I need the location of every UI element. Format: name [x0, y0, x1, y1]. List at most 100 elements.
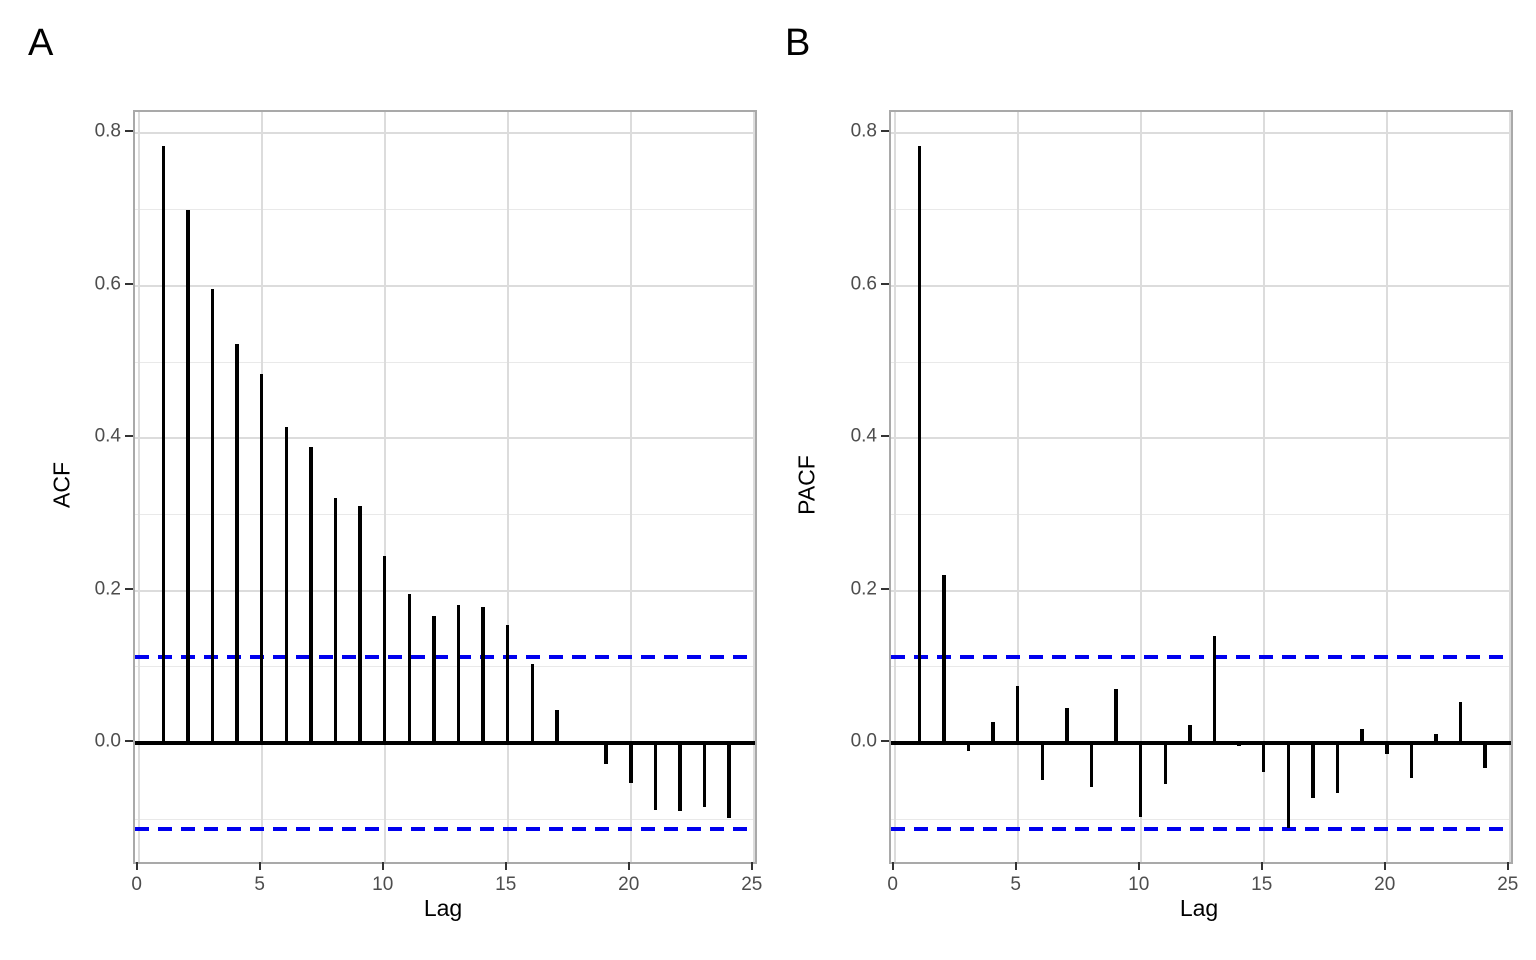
y-tick-label: 0.8 [94, 120, 121, 142]
acf-bar [456, 605, 461, 744]
x-tick-label: 25 [741, 874, 763, 895]
pacf-bar [942, 575, 946, 744]
major-gridline-vertical [506, 112, 509, 862]
x-axis-title-acf: Lag [423, 895, 463, 921]
acf-bar [210, 288, 215, 744]
x-tick-label: 5 [1010, 874, 1021, 895]
pacf-bar [1065, 708, 1069, 744]
major-gridline [891, 589, 1511, 592]
x-tick-label: 0 [887, 874, 898, 895]
major-gridline-vertical [1016, 112, 1019, 862]
acf-bar [382, 555, 387, 744]
acf-bar [186, 210, 190, 744]
y-tick-mark [881, 740, 889, 743]
x-tick-label: 20 [618, 874, 640, 895]
pacf-bar [1237, 743, 1241, 747]
pacf-bar [1286, 743, 1291, 829]
acf-bar [530, 663, 535, 744]
major-gridline [891, 742, 1511, 745]
pacf-bar [1163, 743, 1168, 785]
pacf-plot-area [889, 110, 1513, 864]
pacf-bar [966, 743, 971, 752]
acf-bar [333, 497, 338, 744]
major-gridline-vertical [1385, 112, 1388, 862]
zero-line [135, 741, 755, 746]
y-tick-mark [881, 435, 889, 438]
acf-bar [702, 743, 707, 808]
y-tick-label: 0.2 [94, 578, 121, 600]
major-gridline-vertical [383, 112, 386, 862]
x-tick-mark [1506, 862, 1509, 870]
pacf-bar [1385, 743, 1389, 754]
minor-gridline [135, 361, 755, 363]
pacf-bar [1311, 743, 1315, 798]
x-tick-label: 0 [131, 874, 142, 895]
major-gridline-vertical [1262, 112, 1265, 862]
y-tick-mark [125, 130, 133, 133]
y-tick-label: 0.8 [850, 120, 877, 142]
y-tick-mark [881, 587, 889, 590]
major-gridline-vertical [893, 112, 896, 862]
confidence-dashed-line [891, 827, 1511, 832]
confidence-dashed-line [135, 654, 755, 659]
acf-bar [432, 615, 436, 744]
minor-gridline [135, 818, 755, 820]
x-tick-mark [891, 862, 894, 870]
pacf-bar [1138, 743, 1143, 818]
pacf-bar [1360, 728, 1364, 744]
acf-bar [505, 624, 510, 744]
x-tick-mark [1383, 862, 1386, 870]
y-tick-mark [125, 587, 133, 590]
y-tick-label: 0.6 [850, 273, 877, 295]
x-tick-mark [1014, 862, 1017, 870]
pacf-bar [1188, 724, 1192, 744]
minor-gridline [135, 513, 755, 515]
acf-bar [653, 743, 658, 811]
major-gridline-vertical [629, 112, 632, 862]
minor-gridline [135, 209, 755, 211]
pacf-bar [1212, 636, 1217, 744]
acf-bar [407, 593, 412, 744]
y-tick-mark [125, 282, 133, 285]
acf-bar [161, 146, 166, 744]
major-gridline [891, 132, 1511, 135]
y-axis-title-pacf: PACF [793, 455, 820, 515]
y-tick-label: 0.4 [850, 425, 877, 447]
zero-line [891, 741, 1511, 746]
x-tick-mark [381, 862, 384, 870]
pacf-bar [1040, 743, 1045, 781]
major-gridline-vertical [752, 112, 755, 862]
minor-gridline [135, 666, 755, 668]
acf-bar [235, 343, 239, 744]
confidence-dashed-line [891, 654, 1511, 659]
panel-tag-b: B [785, 22, 811, 64]
major-gridline [891, 437, 1511, 440]
pacf-bar [917, 146, 922, 744]
pacf-bar [1409, 743, 1414, 779]
pacf-bar [1434, 733, 1438, 744]
pacf-bar [1114, 688, 1118, 744]
x-tick-label: 15 [495, 874, 517, 895]
acf-bar [629, 743, 633, 784]
acf-bar [358, 506, 362, 744]
major-gridline-vertical [137, 112, 140, 862]
x-tick-label: 5 [254, 874, 265, 895]
acf-bar [309, 447, 313, 744]
x-axis-title-pacf: Lag [1179, 895, 1219, 921]
x-tick-mark [258, 862, 261, 870]
x-tick-mark [750, 862, 753, 870]
x-tick-label: 10 [372, 874, 394, 895]
major-gridline-vertical [260, 112, 263, 862]
y-tick-label: 0.2 [850, 578, 877, 600]
x-tick-mark [1137, 862, 1140, 870]
minor-gridline [891, 209, 1511, 211]
x-tick-mark [504, 862, 507, 870]
y-tick-label: 0.0 [94, 730, 121, 752]
acf-bar [678, 743, 682, 811]
x-tick-mark [135, 862, 138, 870]
major-gridline-vertical [1139, 112, 1142, 862]
pacf-bar [1458, 701, 1463, 744]
acf-bar [284, 426, 289, 744]
